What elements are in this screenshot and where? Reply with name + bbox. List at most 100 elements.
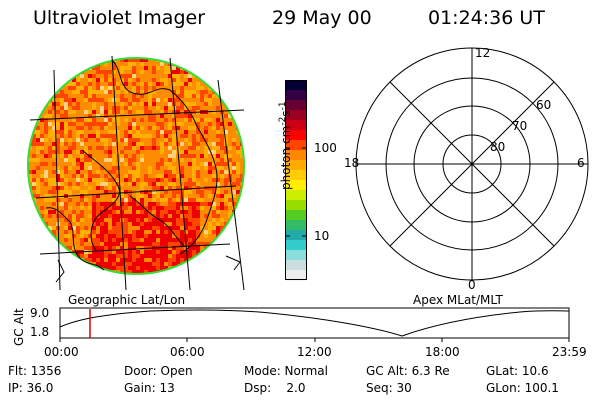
image-pixel: [200, 270, 204, 274]
image-pixel: [108, 82, 112, 86]
image-pixel: [32, 226, 36, 230]
image-pixel: [208, 178, 212, 182]
image-pixel: [72, 138, 76, 142]
image-pixel: [176, 198, 180, 202]
image-pixel: [72, 182, 76, 186]
image-pixel: [92, 58, 96, 62]
image-pixel: [84, 102, 88, 106]
image-pixel: [172, 74, 176, 78]
image-pixel: [104, 58, 108, 62]
image-pixel: [232, 110, 236, 114]
image-pixel: [104, 274, 108, 278]
image-pixel: [156, 238, 160, 242]
image-pixel: [120, 226, 124, 230]
image-pixel: [176, 214, 180, 218]
image-pixel: [104, 162, 108, 166]
image-pixel: [160, 234, 164, 238]
image-pixel: [116, 70, 120, 74]
image-pixel: [72, 270, 76, 274]
colorbar-band: [285, 130, 307, 141]
image-pixel: [104, 98, 108, 102]
image-pixel: [212, 142, 216, 146]
image-pixel: [36, 114, 40, 118]
image-pixel: [44, 158, 48, 162]
image-pixel: [48, 266, 52, 270]
image-pixel: [224, 122, 228, 126]
image-pixel: [192, 114, 196, 118]
image-pixel: [172, 206, 176, 210]
image-pixel: [108, 262, 112, 266]
image-pixel: [236, 134, 240, 138]
image-pixel: [124, 274, 128, 278]
image-pixel: [232, 262, 236, 266]
image-pixel: [140, 198, 144, 202]
image-pixel: [76, 70, 80, 74]
image-pixel: [128, 90, 132, 94]
image-pixel: [100, 150, 104, 154]
image-pixel: [52, 182, 56, 186]
image-pixel: [180, 150, 184, 154]
image-pixel: [192, 158, 196, 162]
colorbar-band: [285, 160, 307, 171]
image-pixel: [148, 122, 152, 126]
image-pixel: [240, 86, 244, 90]
image-pixel: [100, 186, 104, 190]
image-pixel: [200, 170, 204, 174]
image-pixel: [192, 218, 196, 222]
image-pixel: [176, 62, 180, 66]
image-pixel: [84, 210, 88, 214]
image-pixel: [192, 258, 196, 262]
image-pixel: [68, 174, 72, 178]
image-pixel: [172, 142, 176, 146]
image-pixel: [164, 250, 168, 254]
image-pixel: [208, 222, 212, 226]
image-pixel: [160, 162, 164, 166]
image-pixel: [112, 242, 116, 246]
image-pixel: [220, 142, 224, 146]
image-pixel: [28, 258, 32, 262]
image-pixel: [144, 98, 148, 102]
image-pixel: [128, 226, 132, 230]
image-pixel: [36, 242, 40, 246]
image-pixel: [152, 254, 156, 258]
image-pixel: [120, 146, 124, 150]
image-pixel: [160, 122, 164, 126]
image-pixel: [228, 250, 232, 254]
image-pixel: [188, 250, 192, 254]
image-pixel: [224, 214, 228, 218]
image-pixel: [100, 194, 104, 198]
image-pixel: [100, 130, 104, 134]
image-pixel: [200, 266, 204, 270]
image-pixel: [112, 186, 116, 190]
image-pixel: [40, 274, 44, 278]
image-pixel: [28, 250, 32, 254]
image-pixel: [164, 214, 168, 218]
image-pixel: [172, 94, 176, 98]
image-pixel: [56, 178, 60, 182]
image-pixel: [48, 94, 52, 98]
image-pixel: [152, 122, 156, 126]
image-pixel: [100, 78, 104, 82]
image-pixel: [236, 114, 240, 118]
image-pixel: [152, 86, 156, 90]
image-pixel: [212, 174, 216, 178]
image-pixel: [32, 126, 36, 130]
image-pixel: [128, 206, 132, 210]
image-pixel: [40, 58, 44, 62]
image-pixel: [228, 162, 232, 166]
image-pixel: [188, 178, 192, 182]
image-pixel: [168, 274, 172, 278]
image-pixel: [244, 194, 248, 198]
image-pixel: [100, 230, 104, 234]
image-pixel: [232, 98, 236, 102]
image-pixel: [188, 190, 192, 194]
image-pixel: [132, 146, 136, 150]
image-pixel: [80, 250, 84, 254]
image-pixel: [200, 178, 204, 182]
image-pixel: [144, 130, 148, 134]
image-pixel: [164, 218, 168, 222]
image-pixel: [212, 62, 216, 66]
image-pixel: [32, 142, 36, 146]
image-pixel: [64, 154, 68, 158]
image-pixel: [176, 242, 180, 246]
